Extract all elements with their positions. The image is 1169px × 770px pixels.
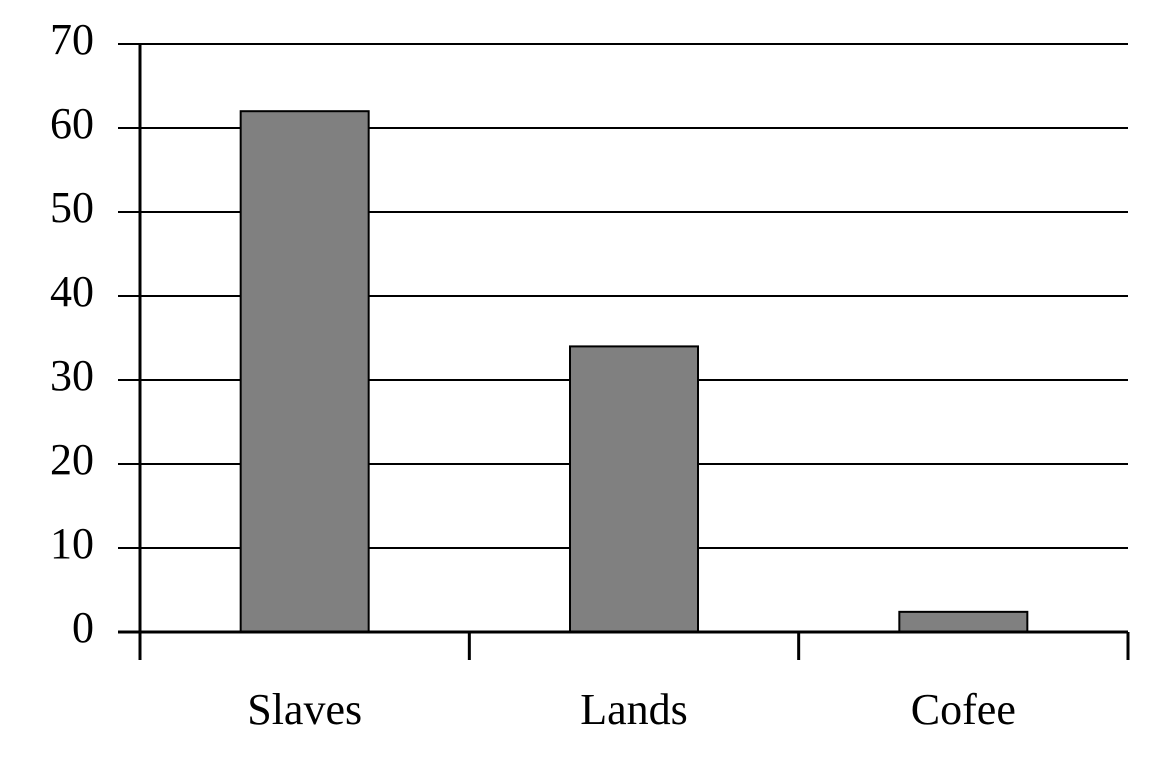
x-tick-label: Cofee: [911, 685, 1016, 734]
x-tick-label: Slaves: [247, 685, 362, 734]
x-tick-label: Lands: [580, 685, 688, 734]
bar: [239, 110, 370, 633]
y-tick-label: 60: [50, 99, 94, 148]
y-tick-label: 0: [72, 603, 94, 652]
y-tick-label: 30: [50, 351, 94, 400]
y-tick-label: 70: [50, 15, 94, 64]
y-tick-label: 40: [50, 267, 94, 316]
y-tick-label: 20: [50, 435, 94, 484]
bar: [569, 345, 699, 633]
bar: [898, 610, 1029, 634]
y-tick-label: 10: [50, 519, 94, 568]
y-tick-label: 50: [50, 183, 94, 232]
